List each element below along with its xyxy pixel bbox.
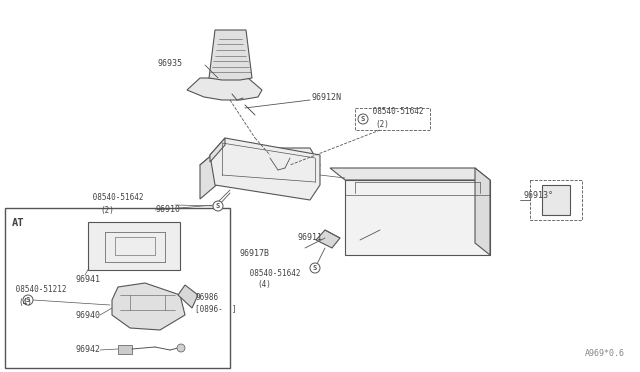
Polygon shape [88, 222, 180, 270]
Text: (4): (4) [18, 298, 32, 307]
Text: (2): (2) [100, 205, 114, 215]
Bar [5, 208, 230, 368]
Circle shape [23, 295, 33, 305]
Text: 96913°: 96913° [524, 192, 554, 201]
Text: 96986: 96986 [195, 294, 218, 302]
Polygon shape [209, 30, 252, 80]
Text: 08540-51642: 08540-51642 [88, 193, 143, 202]
Text: A969*0.6: A969*0.6 [585, 349, 625, 358]
Polygon shape [330, 168, 490, 180]
Text: 96935: 96935 [158, 58, 183, 67]
Text: S: S [26, 297, 30, 303]
Text: (2): (2) [375, 119, 389, 128]
Polygon shape [475, 168, 490, 255]
Polygon shape [210, 138, 320, 200]
Polygon shape [200, 148, 220, 199]
Text: (4): (4) [257, 280, 271, 289]
Text: S: S [216, 203, 220, 209]
Circle shape [177, 344, 185, 352]
Text: S: S [313, 265, 317, 271]
Text: 96910: 96910 [155, 205, 180, 215]
Bar [118, 345, 132, 354]
Text: 96942: 96942 [75, 346, 100, 355]
Circle shape [213, 201, 223, 211]
Polygon shape [210, 138, 225, 162]
Text: 96941: 96941 [75, 276, 100, 285]
Polygon shape [316, 230, 340, 248]
Polygon shape [200, 148, 320, 182]
Polygon shape [178, 285, 198, 308]
Polygon shape [345, 180, 490, 255]
Text: [0896-  ]: [0896- ] [195, 305, 237, 314]
Text: 96911: 96911 [298, 234, 323, 243]
Polygon shape [112, 283, 185, 330]
Text: S: S [361, 116, 365, 122]
Text: 08540-51642: 08540-51642 [245, 269, 301, 279]
Polygon shape [187, 78, 262, 100]
Text: 08540-51212: 08540-51212 [11, 285, 67, 295]
Text: 96912N: 96912N [312, 93, 342, 102]
Text: AT: AT [12, 218, 24, 228]
Text: 96940: 96940 [75, 311, 100, 320]
Circle shape [310, 263, 320, 273]
Text: 08540-51642: 08540-51642 [368, 108, 424, 116]
Polygon shape [542, 185, 570, 215]
Text: 96917B: 96917B [240, 250, 270, 259]
Circle shape [358, 114, 368, 124]
